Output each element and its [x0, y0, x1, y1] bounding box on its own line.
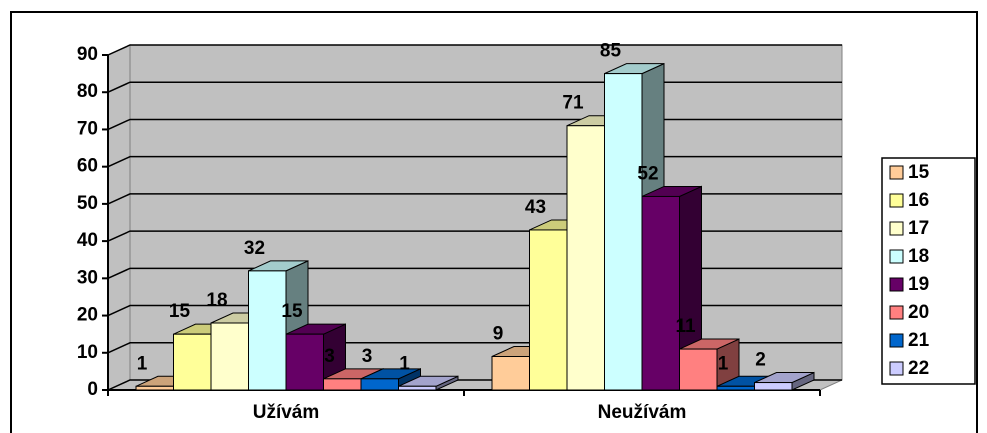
- side-wall: [107, 44, 131, 391]
- x-tick-label: Neužívám: [598, 402, 687, 423]
- bar: [716, 385, 755, 391]
- bar: [173, 333, 212, 391]
- data-label: 85: [600, 41, 622, 62]
- data-label: 15: [281, 301, 303, 322]
- bar: [285, 333, 324, 391]
- data-label: 3: [324, 346, 335, 367]
- bar: [248, 270, 287, 391]
- bar: [641, 195, 680, 391]
- bar: [491, 356, 530, 391]
- x-tick-label: Užívám: [253, 402, 320, 423]
- y-tick-label: 50: [77, 193, 98, 214]
- legend-swatch: [889, 277, 904, 292]
- y-tick-label: 30: [77, 267, 98, 288]
- y-tick-label: 20: [77, 305, 98, 326]
- y-tick-label: 40: [77, 230, 98, 251]
- y-tick-label: 0: [87, 379, 98, 400]
- bar: [323, 378, 362, 391]
- legend-label: 22: [908, 358, 929, 379]
- bar: [679, 348, 718, 391]
- data-label: 11: [675, 316, 696, 337]
- data-label: 18: [206, 290, 227, 311]
- grid-line: [107, 44, 842, 56]
- data-label: 15: [169, 301, 191, 322]
- legend-label: 17: [908, 218, 929, 239]
- bar: [604, 73, 643, 391]
- y-tick-label: 90: [77, 44, 98, 65]
- legend-swatch: [889, 221, 904, 236]
- legend-swatch: [889, 361, 904, 376]
- bar: [566, 125, 605, 391]
- data-label: 52: [637, 163, 658, 184]
- data-label: 1: [718, 353, 729, 374]
- legend-swatch: [889, 249, 904, 264]
- data-label: 9: [493, 324, 504, 345]
- legend-swatch: [889, 333, 904, 348]
- data-label: 2: [755, 350, 766, 371]
- legend-swatch: [889, 165, 904, 180]
- y-tick-label: 10: [77, 342, 98, 363]
- legend-swatch: [889, 305, 904, 320]
- bar: [360, 378, 399, 391]
- data-label: 3: [362, 346, 373, 367]
- y-tick-label: 60: [77, 156, 98, 177]
- legend-swatch: [889, 193, 904, 208]
- y-tick-label: 70: [77, 118, 98, 139]
- bar: [135, 385, 174, 391]
- bar: [754, 382, 793, 391]
- legend-label: 20: [908, 302, 929, 323]
- legend-label: 15: [908, 162, 930, 183]
- data-label: 71: [562, 93, 584, 114]
- bar: [210, 322, 249, 391]
- legend-label: 19: [908, 274, 929, 295]
- legend-label: 16: [908, 190, 929, 211]
- data-label: 1: [137, 353, 148, 374]
- bar: [398, 385, 437, 391]
- data-label: 32: [244, 238, 265, 259]
- data-label: 1: [399, 353, 410, 374]
- y-tick-label: 80: [77, 81, 98, 102]
- legend-label: 18: [908, 246, 929, 267]
- data-label: 43: [525, 197, 546, 218]
- legend-label: 21: [908, 330, 930, 351]
- bar: [529, 229, 568, 391]
